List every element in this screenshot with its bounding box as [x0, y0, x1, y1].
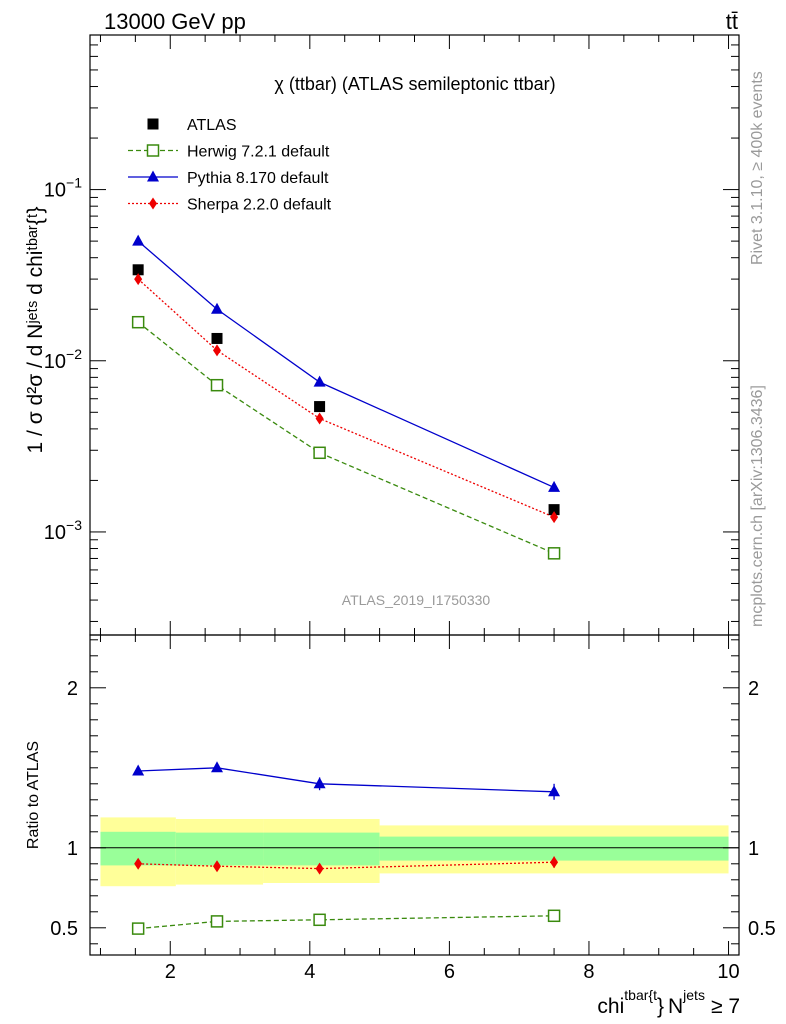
legend-marker-sherpa [149, 197, 157, 210]
sherpa-point-0 [134, 273, 143, 286]
pythia-point-2 [313, 375, 326, 387]
sherpa-ratio-point-1 [213, 860, 222, 873]
band-inner-1 [175, 832, 264, 866]
y-tick-label: 10−3 [44, 517, 82, 544]
ratio-y-tick-label: 0.5 [50, 918, 78, 940]
legend-label-atlas: ATLAS [187, 117, 237, 134]
sherpa-line [137, 278, 555, 518]
mcplots-reference-label: mcplots.cern.ch [arXiv:1306.3436] [749, 385, 766, 627]
sherpa-ratio-point-2 [315, 862, 324, 875]
herwig-point-2 [313, 446, 326, 460]
y-tick-label: 10−2 [44, 346, 82, 373]
pythia-ratio-point-3 [548, 785, 561, 797]
herwig-point-1 [210, 378, 224, 392]
herwig-ratio-point-3 [547, 909, 561, 923]
ratio-y-tick-label-right: 2 [748, 678, 759, 700]
pythia-ratio-line [138, 767, 555, 793]
ratio-y-axis-label: Ratio to ATLAS [25, 741, 42, 849]
x-tick-label: 2 [165, 961, 176, 983]
ratio-y-tick-label-right: 1 [748, 838, 759, 860]
ratio-plot-frame [89, 634, 740, 956]
sherpa-point-2 [315, 412, 324, 425]
herwig-ratio-point-0 [131, 922, 145, 935]
sherpa-ratio-point-3 [550, 856, 559, 869]
herwig-ratio-point-2 [313, 913, 326, 927]
ratio-y-tick-label: 2 [67, 678, 78, 700]
axis-ticks: 2 4 6 8 10 10−3 10−2 10−1 0.5 0.5 1 1 2 2 [44, 34, 776, 983]
atlas-point-2 [314, 401, 326, 413]
x-tick-label: 10 [717, 961, 739, 983]
header-process-label: tt̄ [726, 9, 738, 34]
ratio-uncertainty-bands [90, 817, 739, 887]
atlas-point-0 [132, 264, 144, 276]
legend-label-herwig: Herwig 7.2.1 default [187, 144, 330, 161]
legend-label-sherpa: Sherpa 2.2.0 default [187, 197, 332, 214]
x-axis-label: chitbar{t} Njets ≥ 7 [597, 987, 740, 1018]
herwig-point-3 [547, 547, 561, 560]
atlas-point-3 [548, 504, 560, 516]
main-plot-area [131, 234, 561, 560]
main-plot-title: χ (ttbar) (ATLAS semileptonic ttbar) [274, 74, 555, 94]
pythia-line [137, 240, 555, 489]
x-tick-label: 4 [304, 961, 315, 983]
pythia-point-1 [211, 302, 224, 314]
header-energy-label: 13000 GeV pp [104, 9, 246, 34]
pythia-point-3 [548, 480, 561, 492]
x-tick-label: 6 [444, 961, 455, 983]
ratio-y-tick-label-right: 0.5 [748, 918, 776, 940]
herwig-ratio-point-1 [210, 915, 224, 928]
ratio-y-tick-label: 1 [67, 838, 78, 860]
pythia-ratio-point-0 [132, 764, 145, 776]
band-inner-2 [263, 832, 380, 866]
herwig-point-0 [131, 315, 145, 329]
x-tick-label: 8 [583, 961, 594, 983]
sherpa-point-3 [550, 511, 559, 524]
legend-marker-pythia [147, 170, 159, 182]
herwig-ratio-line [138, 915, 555, 930]
pythia-ratio-point-2 [313, 777, 326, 789]
main-y-axis-label: 1 / σ d²σ / d Nʲᵉᵗˢ d chiᵗᵇᵃʳ{ᵗ} [24, 207, 47, 454]
legend-label-pythia: Pythia 8.170 default [187, 170, 329, 187]
pythia-ratio-point-1 [211, 761, 224, 773]
pythia-point-0 [132, 234, 145, 246]
legend-marker-herwig [146, 144, 160, 157]
herwig-line [137, 321, 555, 554]
rivet-version-label: Rivet 3.1.10, ≥ 400k events [749, 71, 766, 265]
legend: ATLAS Herwig 7.2.1 default Pythia 8.170 de… [128, 117, 332, 214]
legend-marker-atlas [147, 118, 159, 130]
analysis-watermark: ATLAS_2019_I1750330 [342, 592, 491, 608]
sherpa-point-1 [213, 344, 222, 357]
atlas-point-1 [211, 332, 223, 344]
y-tick-label: 10−1 [44, 175, 82, 202]
ratio-plot-area [131, 761, 561, 935]
sherpa-ratio-point-0 [134, 857, 143, 870]
